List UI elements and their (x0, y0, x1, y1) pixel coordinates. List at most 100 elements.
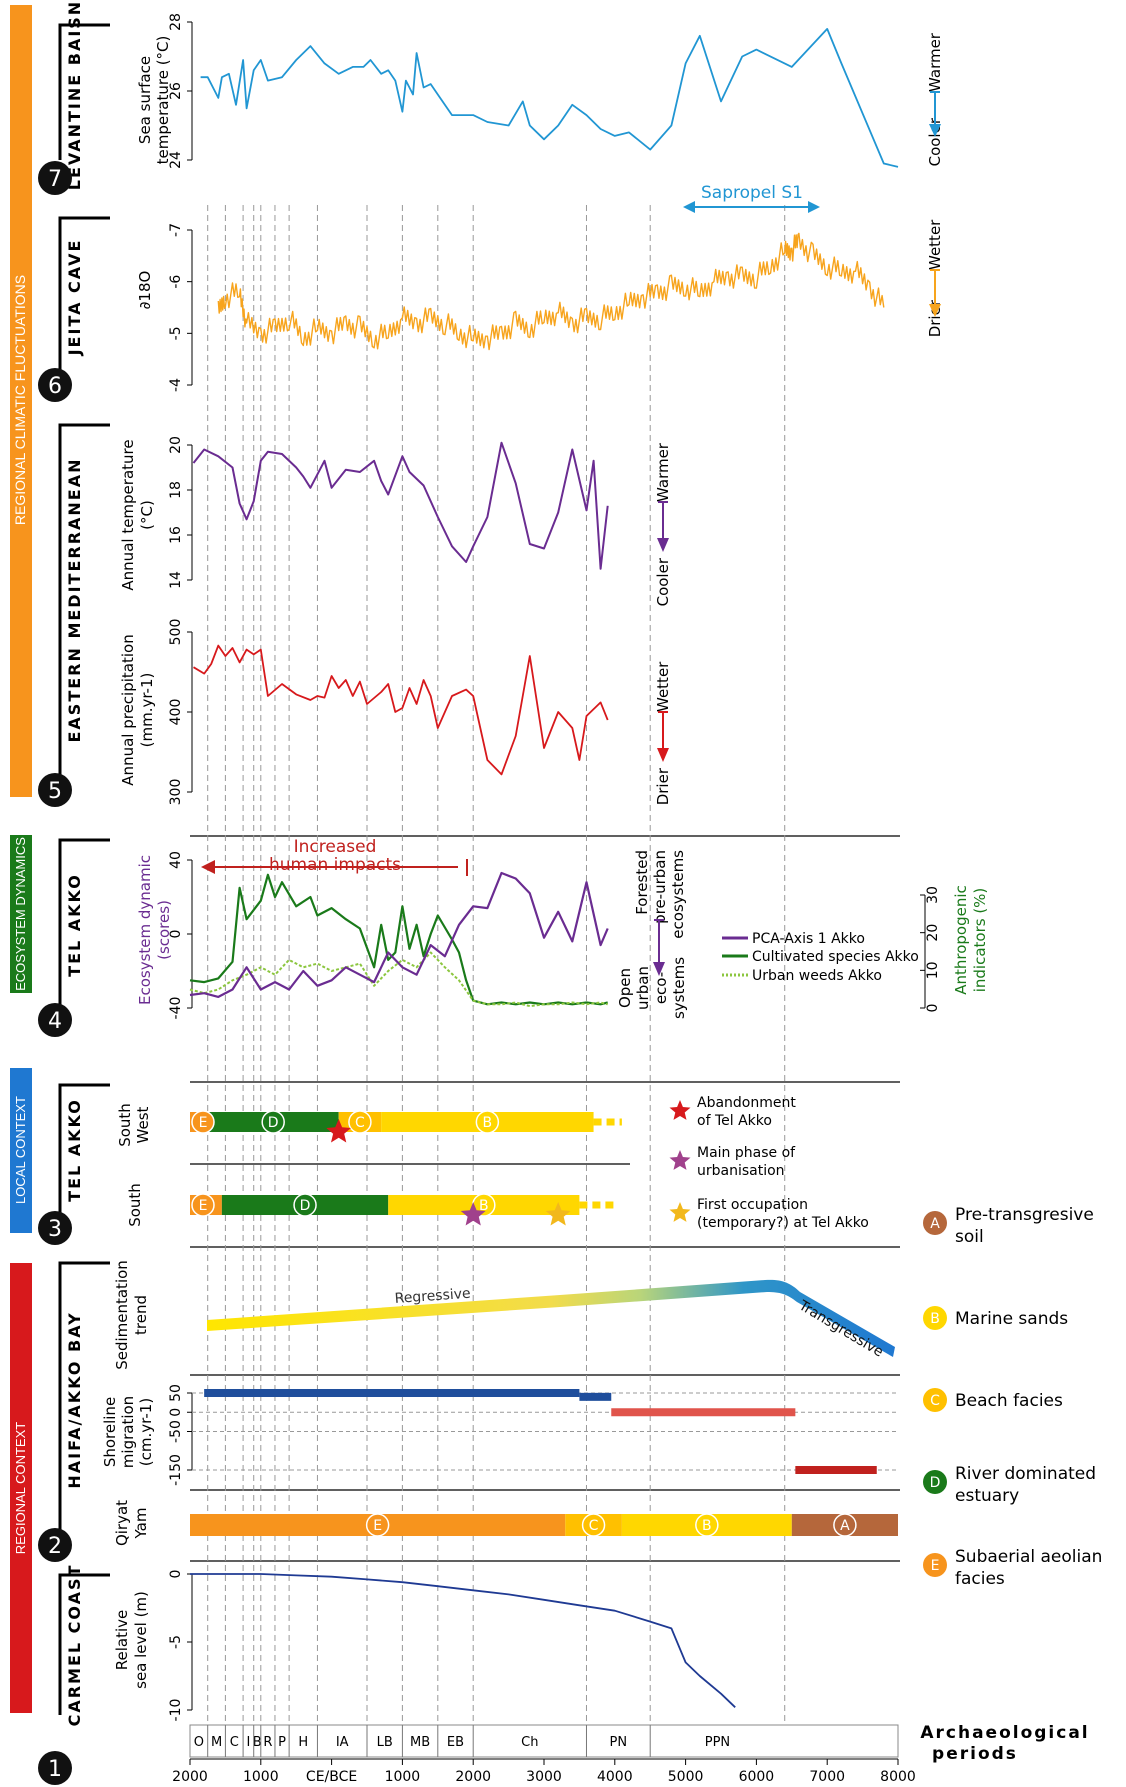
p5-precip-direction-indicator: Wetter Drier (654, 661, 672, 805)
sed-label-2: trend (132, 1295, 150, 1335)
urban-label-2: urbanisation (697, 1163, 785, 1179)
p6-direction-indicator: Wetter Drier (926, 219, 944, 337)
p6-yaxis-tick-label: -7 (168, 223, 184, 237)
xaxis-tick-label: 8000 (880, 1769, 916, 1785)
p4-urban-weeds-line (189, 951, 608, 1008)
qiryat-facies-badge (695, 1513, 719, 1537)
row-south: South (126, 1183, 144, 1227)
first-label-1: First occupation (697, 1197, 808, 1213)
shoreline-bars (192, 1389, 898, 1474)
p7-yaxis-tick-label: 26 (168, 82, 184, 100)
period-label: C (230, 1735, 239, 1750)
xaxis-tick-label: 5000 (668, 1769, 704, 1785)
increased-impacts-annotation: Increased human impacts (201, 837, 468, 876)
p6-ylabel: ∂18O (136, 271, 154, 310)
open-4: systems (670, 957, 688, 1019)
p3-facies-badge (261, 1110, 285, 1134)
facies-legend-dot-A (923, 1211, 947, 1235)
legend-cultivated: Cultivated species Akko (752, 949, 919, 965)
p7-dir-bottom: Cooler (926, 117, 944, 166)
p1-ylabel-2: sea level (m) (132, 1591, 150, 1689)
p4-right-axis: 0 10 20 30 (920, 886, 941, 1012)
xaxis-tick-label: 2000 (455, 1769, 491, 1785)
p4-ylabel-2: (scores) (155, 900, 173, 960)
open-2: urban (634, 966, 652, 1010)
p4-right-label-1: Anthropogenic (952, 885, 970, 995)
abandon-label-2: of Tel Akko (697, 1113, 772, 1129)
p5-temp-line (192, 441, 609, 570)
periods-box (189, 1724, 899, 1758)
p4-right-axis-tick-label: 10 (925, 961, 941, 979)
badge-1: 1 (48, 1757, 62, 1782)
p5-temp-yaxis-tick-label: 18 (168, 481, 184, 499)
abandon-label-1: Abandonment (697, 1095, 796, 1111)
legend-star-first-occupation (669, 1202, 691, 1222)
badge-6: 6 (48, 374, 62, 399)
p4-cultivated-line (189, 873, 608, 1006)
period-label: EB (447, 1735, 464, 1750)
impacts-label-2: human impacts (269, 855, 401, 875)
p1-sealevel-line (190, 1573, 736, 1708)
p3-marker-star (326, 1119, 351, 1143)
p5-precip-dir-top: Wetter (654, 661, 672, 712)
p7-ylabel-1: Sea surface (136, 56, 154, 144)
title-p1: CARMEL COAST (65, 1564, 84, 1727)
side-bar-local (10, 1068, 32, 1233)
p5-temp-ylabel-2: (°C) (138, 500, 156, 530)
transgressive-label: Transgressive (795, 1297, 886, 1360)
xaxis-tick-label: 2000 (172, 1769, 208, 1785)
p4-right-axis-tick-label: 30 (925, 886, 941, 904)
title-p2: HAIFA/AKKO BAY (65, 1311, 84, 1488)
qiryat-facies-badge-letter: E (373, 1518, 382, 1534)
p1-ylabel-1: Relative (113, 1610, 131, 1671)
p3-facies-badge-letter: E (199, 1115, 208, 1131)
p7-sst-line (200, 27, 899, 168)
badge-4: 4 (48, 1009, 62, 1034)
p4-legend: PCA-Axis 1 Akko Cultivated species Akko … (722, 931, 919, 984)
p4-right-axis-tick-label: 0 (925, 1004, 941, 1013)
period-label: B (253, 1735, 262, 1750)
badge-5: 5 (48, 779, 62, 804)
p5-temp-yaxis-tick-label: 20 (168, 436, 184, 454)
side-bar-ecosystem (10, 835, 32, 993)
impacts-label-1: Increased (294, 837, 377, 857)
p3-facies-badge (475, 1110, 500, 1134)
shore-label-1: Shoreline (101, 1397, 119, 1467)
forested-3: ecosystems (669, 850, 687, 939)
section-titles: LEVANTINE BAISN JEITA CAVE EASTERN MEDIT… (65, 0, 84, 1726)
p5-precip-dir-bottom: Drier (654, 767, 672, 805)
facies-legend-letter: D (930, 1475, 941, 1491)
p3-facies-badge-letter: D (300, 1198, 311, 1214)
p4-ylabel-1: Ecosystem dynamic (136, 855, 154, 1005)
p7-series (200, 27, 899, 168)
p4-right-axis-tick-label: 20 (925, 924, 941, 942)
p3-facies-badge (293, 1193, 317, 1217)
period-label: LB (377, 1735, 393, 1750)
facies-legend-label-2: estuary (955, 1486, 1019, 1506)
p3-facies-badge (191, 1193, 215, 1217)
periods-title-1: Archaeological (920, 1723, 1089, 1743)
urban-label-1: Main phase of (697, 1145, 796, 1161)
shoreline-yaxis-tick-label: -50 (168, 1420, 184, 1443)
shoreline-yaxis-tick-label: -150 (168, 1454, 184, 1486)
p1-yaxis-tick-label: -5 (168, 1635, 184, 1649)
facies-legend-dot-D (923, 1470, 947, 1494)
period-label: IA (336, 1735, 349, 1750)
p5-precip-yaxis-tick-label: 300 (168, 779, 184, 806)
facies-legend-label: Subaerial aeolian (955, 1547, 1102, 1567)
open-1: Open (616, 968, 634, 1008)
p5-temp-series (192, 441, 609, 570)
title-p3: TEL AKKO (65, 1098, 84, 1202)
p1-yaxis-tick-label: 0 (168, 1570, 184, 1579)
qiryat-facies-badge-letter: A (840, 1518, 850, 1534)
p3-star-legend (669, 1100, 691, 1222)
p4-series (189, 871, 609, 1008)
p5-precip-yaxis-tick-label: 400 (168, 699, 184, 726)
p5-temp-yaxis: 14 16 18 20 (168, 436, 193, 589)
p7-yaxis-tick-label: 24 (168, 151, 184, 169)
p6-dir-top: Wetter (926, 219, 944, 270)
p1-yaxis: 0 -5 -10 (168, 1570, 193, 1721)
p5-precip-ylabel-1: Annual precipitation (119, 634, 137, 785)
facies-legend-dot-C (923, 1388, 947, 1412)
